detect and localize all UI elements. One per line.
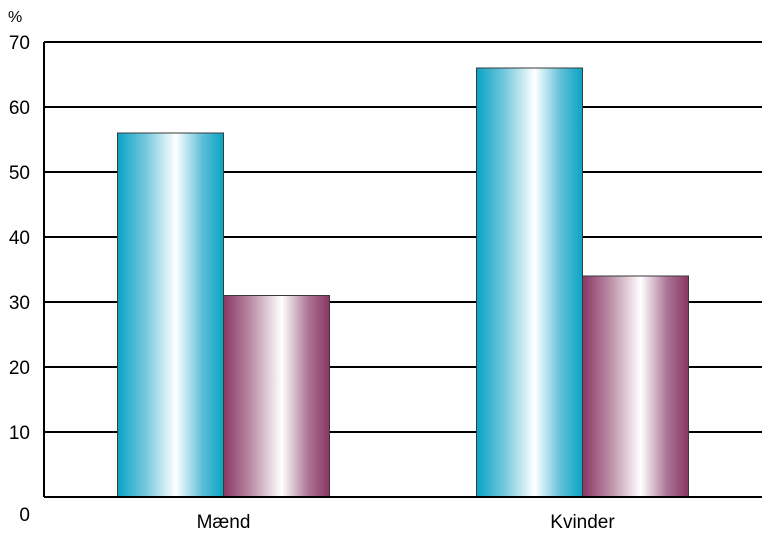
y-tick-label: 0 (19, 505, 30, 526)
y-tick-label: 50 (9, 163, 30, 184)
y-tick-label: 20 (9, 358, 30, 379)
y-tick-label: 60 (9, 98, 30, 119)
y-tick-label: 30 (9, 293, 30, 314)
y-tick-label: 10 (9, 423, 30, 444)
bar-series-1-maend (117, 132, 224, 498)
y-tick-label: 70 (9, 33, 30, 54)
bar-series-2-maend (223, 295, 330, 498)
y-axis-unit-label: % (8, 9, 22, 26)
bar-series-2-kvinder (582, 275, 689, 498)
x-category-label: Kvinder (550, 512, 615, 533)
x-category-label: Mænd (197, 512, 251, 533)
y-tick-label: 40 (9, 228, 30, 249)
bar-series-1-kvinder (476, 67, 583, 498)
